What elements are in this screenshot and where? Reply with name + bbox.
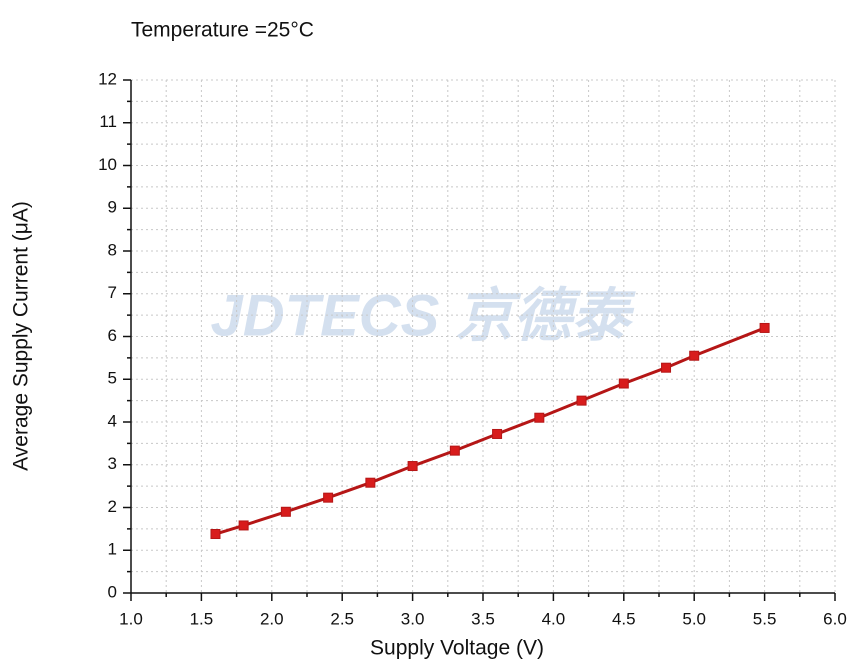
data-point — [407, 461, 418, 472]
y-tick-label: 12 — [98, 69, 117, 88]
y-tick-label: 11 — [99, 112, 117, 131]
y-tick-label: 0 — [108, 582, 117, 601]
x-tick-label: 1.0 — [119, 609, 143, 628]
data-point — [210, 529, 221, 540]
x-axis-label: Supply Voltage (V) — [370, 637, 544, 660]
data-point — [576, 395, 587, 406]
data-point — [661, 362, 672, 373]
x-tick-label: 2.5 — [330, 609, 354, 628]
x-tick-label: 2.0 — [260, 609, 284, 628]
data-point — [449, 445, 460, 456]
data-line — [215, 326, 766, 536]
data-point — [238, 520, 249, 531]
x-tick-label: 5.5 — [753, 609, 777, 628]
data-point — [492, 428, 503, 439]
y-tick-label: 6 — [108, 326, 117, 345]
y-tick-label: 9 — [108, 198, 117, 217]
x-tick-label: 5.0 — [682, 609, 706, 628]
y-axis-label: Average Supply Current (μA) — [10, 201, 33, 471]
data-point — [280, 506, 291, 517]
data-point — [534, 412, 545, 423]
data-point — [323, 492, 334, 503]
data-point — [689, 350, 700, 361]
x-tick-label: 4.5 — [612, 609, 636, 628]
x-tick-label: 6.0 — [823, 609, 847, 628]
y-tick-label: 7 — [108, 283, 117, 302]
y-tick-label: 1 — [108, 540, 117, 559]
data-point — [365, 477, 376, 488]
watermark: JDTECS 京德泰 — [211, 283, 637, 348]
y-tick-label: 10 — [98, 155, 117, 174]
y-tick-label: 5 — [108, 369, 117, 388]
x-tick-label: 3.5 — [471, 609, 495, 628]
y-tick-label: 2 — [108, 497, 117, 516]
x-tick-label: 4.0 — [542, 609, 566, 628]
y-tick-label: 4 — [108, 411, 117, 430]
data-point — [618, 378, 629, 389]
y-tick-label: 8 — [108, 240, 117, 259]
x-tick-label: 1.5 — [190, 609, 214, 628]
chart-title: Temperature =25°C — [131, 19, 314, 42]
data-point — [759, 322, 770, 333]
x-tick-label: 3.0 — [401, 609, 425, 628]
y-tick-label: 3 — [108, 454, 117, 473]
